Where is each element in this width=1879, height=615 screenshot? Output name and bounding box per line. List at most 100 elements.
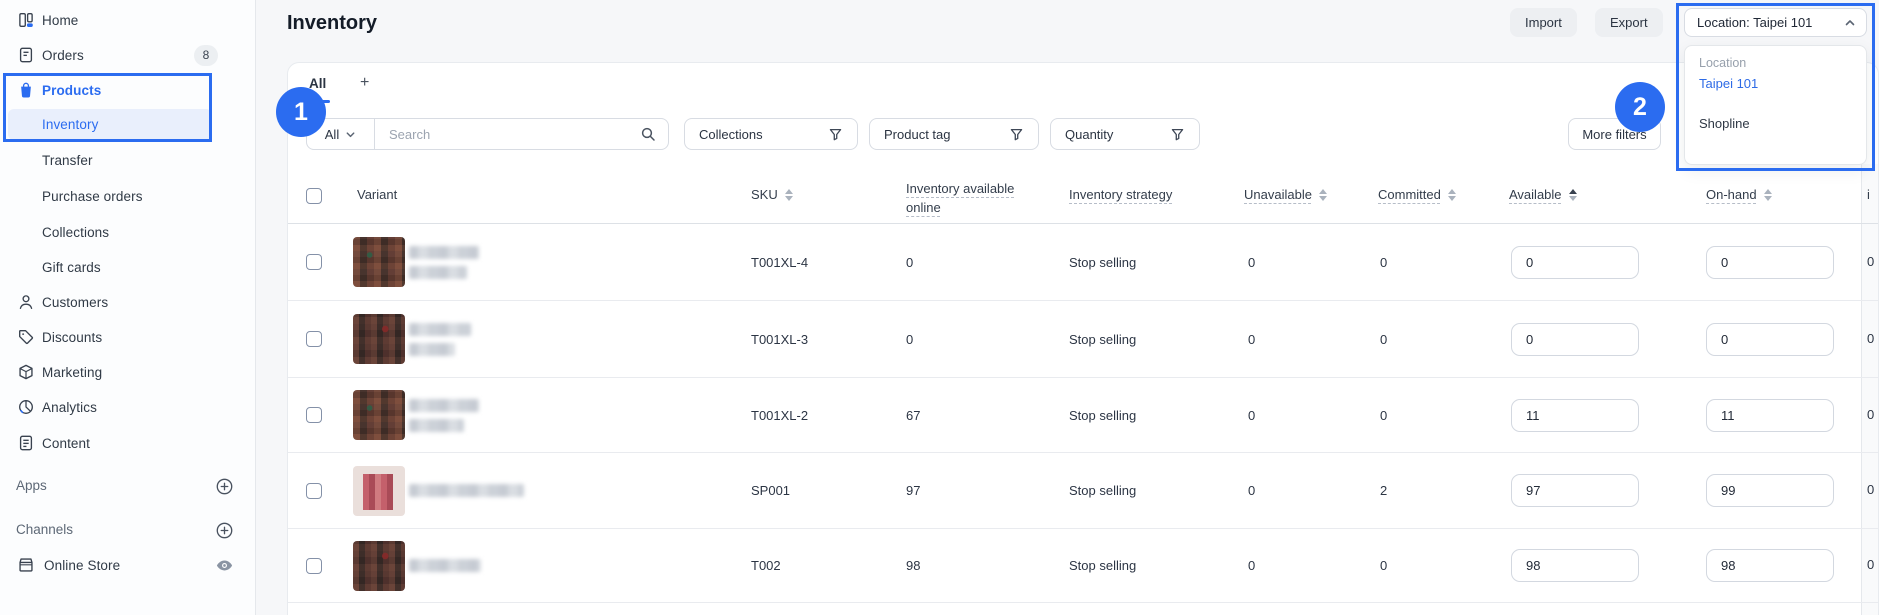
row-checkbox[interactable] <box>306 331 322 347</box>
on-hand-input[interactable] <box>1706 399 1834 432</box>
pinned-column-sliver <box>1861 164 1878 615</box>
sidebar-item-gift-cards[interactable]: Gift cards <box>0 252 256 282</box>
sidebar-item-collections[interactable]: Collections <box>0 217 256 247</box>
redacted-text-bar <box>409 342 455 356</box>
tab-active-underline <box>304 100 330 103</box>
cutoff-cell: 0 <box>1867 557 1875 572</box>
eye-icon <box>215 556 234 575</box>
online-store-visibility-button[interactable] <box>212 553 236 577</box>
customers-icon <box>16 292 36 312</box>
marketing-icon <box>16 362 36 382</box>
import-button[interactable]: Import <box>1510 8 1577 37</box>
sort-icon <box>1447 188 1456 201</box>
available-input[interactable] <box>1511 323 1639 356</box>
sidebar-item-label: Online Store <box>44 557 121 573</box>
redacted-text-bar <box>409 559 481 572</box>
tab-all[interactable]: All <box>309 76 327 91</box>
column-header-unavailable[interactable]: Unavailable <box>1244 187 1327 202</box>
committed-cell: 0 <box>1380 331 1388 347</box>
location-option-taipei-101[interactable]: Taipei 101 <box>1699 75 1759 91</box>
committed-cell: 0 <box>1380 558 1388 573</box>
column-header-strategy[interactable]: Inventory strategy <box>1069 187 1173 202</box>
sidebar-item-orders[interactable]: Orders 8 <box>0 40 256 70</box>
location-option-shopline[interactable]: Shopline <box>1699 115 1750 131</box>
available-input[interactable] <box>1511 399 1639 432</box>
on-hand-input[interactable] <box>1706 549 1834 582</box>
available-input[interactable] <box>1511 246 1639 279</box>
table-row-SP001: SP001 97 Stop selling 0 2 0 <box>288 453 1878 529</box>
sidebar-item-inventory[interactable]: Inventory <box>0 109 256 139</box>
sidebar-item-label: Content <box>42 435 90 451</box>
column-header-cutoff: i <box>1867 187 1870 202</box>
product-thumbnail[interactable] <box>353 540 405 591</box>
sidebar-item-purchase-orders[interactable]: Purchase orders <box>0 181 256 211</box>
row-checkbox[interactable] <box>306 557 322 574</box>
available-input[interactable] <box>1511 474 1639 507</box>
add-channels-button[interactable] <box>212 518 236 542</box>
sidebar-item-products[interactable]: Products <box>0 75 256 105</box>
product-thumbnail[interactable] <box>353 237 405 287</box>
sidebar-item-discounts[interactable]: Discounts <box>0 322 256 352</box>
committed-cell: 0 <box>1380 254 1388 270</box>
products-icon <box>16 80 36 100</box>
variant-thumbnail-cell <box>353 529 405 602</box>
available-input[interactable] <box>1511 549 1639 582</box>
product-thumbnail[interactable] <box>353 314 405 364</box>
column-header-committed[interactable]: Committed <box>1378 187 1456 202</box>
variant-name-cell <box>409 301 471 377</box>
on-hand-input[interactable] <box>1706 323 1834 356</box>
row-checkbox[interactable] <box>306 407 322 423</box>
product-thumbnail[interactable] <box>353 465 405 516</box>
more-filters-button[interactable]: More filters <box>1568 118 1661 150</box>
search-scope-select[interactable]: All <box>307 119 375 149</box>
sidebar-item-analytics[interactable]: Analytics <box>0 392 256 422</box>
column-header-on-hand[interactable]: On-hand <box>1706 187 1772 202</box>
sidebar-item-home[interactable]: Home <box>0 5 256 35</box>
filter-button-product-tag[interactable]: Product tag <box>869 118 1039 150</box>
row-checkbox-cell <box>306 453 322 528</box>
available-online-cell: 67 <box>906 407 921 423</box>
column-header-available-online[interactable]: Inventory available online <box>906 181 1015 215</box>
strategy-cell: Stop selling <box>1069 407 1137 423</box>
filter-button-label: Collections <box>699 126 763 142</box>
filter-button-collections[interactable]: Collections <box>684 118 858 150</box>
sidebar-item-customers[interactable]: Customers <box>0 287 256 317</box>
redacted-text-bar <box>409 484 524 497</box>
sort-icon <box>784 188 793 201</box>
sidebar-item-label: Gift cards <box>42 259 101 275</box>
table-row-T001XL-3: T001XL-3 0 Stop selling 0 0 0 <box>288 301 1878 378</box>
on-hand-input[interactable] <box>1706 474 1834 507</box>
select-all-checkbox[interactable] <box>306 188 322 204</box>
unavailable-cell: 0 <box>1248 558 1256 573</box>
sidebar-section-apps: Apps <box>16 478 47 493</box>
product-thumbnail[interactable] <box>353 390 405 440</box>
location-dropdown-trigger[interactable]: Location: Taipei 101 <box>1684 8 1867 37</box>
row-checkbox[interactable] <box>306 482 322 499</box>
add-tab-button[interactable]: + <box>360 74 370 91</box>
column-header-sku[interactable]: SKU <box>751 187 793 202</box>
storefront-icon <box>16 555 36 575</box>
strategy-cell: Stop selling <box>1069 254 1137 270</box>
content-icon <box>16 433 36 453</box>
on-hand-input[interactable] <box>1706 246 1834 279</box>
filter-button-quantity[interactable]: Quantity <box>1050 118 1200 150</box>
cutoff-cell: 0 <box>1867 254 1875 269</box>
sidebar-item-label: Analytics <box>42 399 97 415</box>
sidebar-item-label: Home <box>42 12 79 28</box>
row-checkbox[interactable] <box>306 254 322 270</box>
column-header-available[interactable]: Available <box>1509 187 1577 202</box>
sidebar-item-transfer[interactable]: Transfer <box>0 145 256 175</box>
sidebar-item-content[interactable]: Content <box>0 428 256 458</box>
add-apps-button[interactable] <box>212 474 236 498</box>
home-icon <box>16 10 36 30</box>
chevron-down-icon <box>346 131 355 137</box>
sidebar-item-online-store[interactable]: Online Store <box>0 550 256 580</box>
sidebar-item-marketing[interactable]: Marketing <box>0 357 256 387</box>
unavailable-cell: 0 <box>1248 254 1256 270</box>
row-checkbox-cell <box>306 301 322 377</box>
export-button[interactable]: Export <box>1595 8 1663 37</box>
redacted-text-bar <box>409 398 479 412</box>
available-online-cell: 0 <box>906 254 914 270</box>
strategy-cell: Stop selling <box>1069 483 1137 498</box>
search-input[interactable]: Search <box>389 126 431 142</box>
